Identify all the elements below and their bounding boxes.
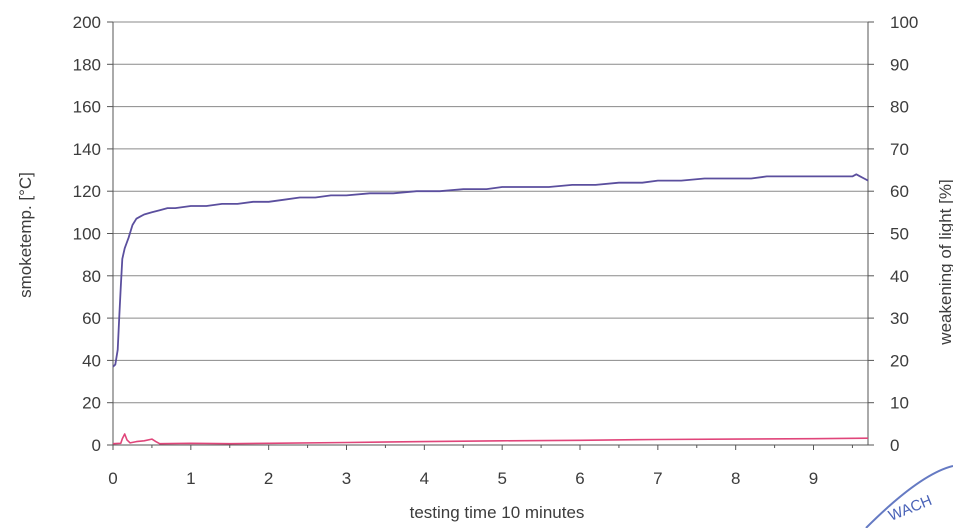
- x-tick-label: 0: [108, 469, 117, 488]
- x-tick-label: 3: [342, 469, 351, 488]
- x-tick-label: 5: [497, 469, 506, 488]
- right-y-tick-label: 20: [890, 351, 909, 370]
- x-tick-label: 7: [653, 469, 662, 488]
- x-axis-title: testing time 10 minutes: [410, 503, 585, 522]
- tick-labels: 0204060801001201401601802000102030405060…: [73, 13, 919, 488]
- x-tick-label: 4: [420, 469, 429, 488]
- series-lines: [112, 173, 869, 445]
- left-y-tick-label: 80: [82, 267, 101, 286]
- right-y-tick-label: 50: [890, 225, 909, 244]
- right-y-tick-label: 60: [890, 182, 909, 201]
- right-y-axis-title: weakening of light [%]: [936, 179, 953, 345]
- left-y-tick-label: 40: [82, 351, 101, 370]
- right-y-tick-label: 100: [890, 13, 918, 32]
- right-y-tick-label: 30: [890, 309, 909, 328]
- left-y-tick-label: 20: [82, 394, 101, 413]
- left-y-tick-label: 180: [73, 55, 101, 74]
- right-y-tick-label: 40: [890, 267, 909, 286]
- left-y-tick-label: 200: [73, 13, 101, 32]
- stamp-arc: [865, 465, 953, 528]
- x-tick-label: 2: [264, 469, 273, 488]
- x-tick-label: 9: [809, 469, 818, 488]
- left-y-axis-title: smoketemp. [°C]: [16, 172, 35, 298]
- left-y-tick-label: 120: [73, 182, 101, 201]
- left-y-tick-label: 100: [73, 225, 101, 244]
- gridlines: [113, 21, 868, 404]
- right-y-tick-label: 0: [890, 436, 899, 455]
- right-y-tick-label: 80: [890, 98, 909, 117]
- smoke-temperature-line: [112, 173, 869, 368]
- x-tick-label: 1: [186, 469, 195, 488]
- x-tick-label: 8: [731, 469, 740, 488]
- axes: [107, 21, 874, 450]
- left-y-tick-label: 140: [73, 140, 101, 159]
- left-y-tick-label: 60: [82, 309, 101, 328]
- right-y-tick-label: 90: [890, 55, 909, 74]
- left-y-tick-label: 160: [73, 98, 101, 117]
- x-tick-label: 6: [575, 469, 584, 488]
- right-y-tick-label: 70: [890, 140, 909, 159]
- weakening-of-light-line: [112, 433, 869, 445]
- left-y-tick-label: 0: [92, 436, 101, 455]
- right-y-tick-label: 10: [890, 394, 909, 413]
